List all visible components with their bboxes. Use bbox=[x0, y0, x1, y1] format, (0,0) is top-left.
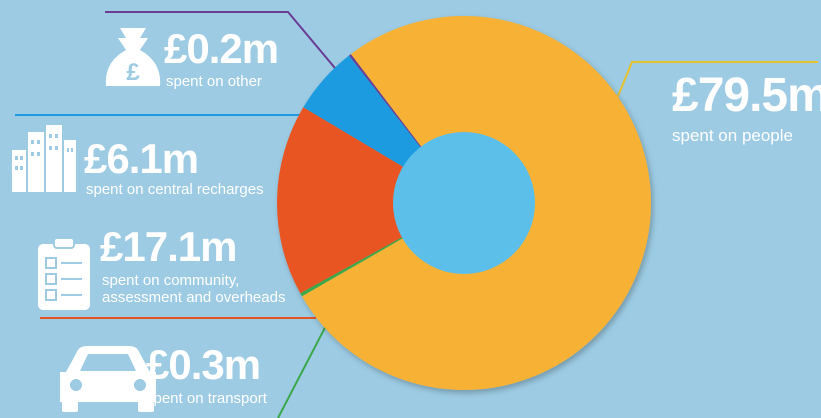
amount-transport: £0.3m bbox=[146, 341, 261, 388]
desc-community: spent on community, assessment and overh… bbox=[102, 272, 286, 306]
desc-recharges: spent on central recharges bbox=[86, 181, 264, 198]
car-icon bbox=[60, 346, 156, 412]
amount-other: £0.2m bbox=[164, 25, 279, 72]
buildings-icon bbox=[12, 125, 76, 192]
amount-community: £17.1m bbox=[100, 223, 237, 270]
desc-other: spent on other bbox=[166, 73, 262, 90]
money-bag-icon: £ bbox=[105, 28, 161, 86]
desc-people: spent on people bbox=[672, 126, 793, 145]
clipboard-icon bbox=[38, 237, 90, 310]
donut-hole bbox=[393, 132, 535, 274]
slice-spent-on-community-assessment-and-overheads bbox=[276, 107, 464, 294]
amount-people: £79.5m bbox=[672, 69, 821, 122]
svg-text:£: £ bbox=[126, 59, 140, 86]
amount-recharges: £6.1m bbox=[84, 135, 199, 182]
desc-transport: spent on transport bbox=[146, 390, 267, 407]
